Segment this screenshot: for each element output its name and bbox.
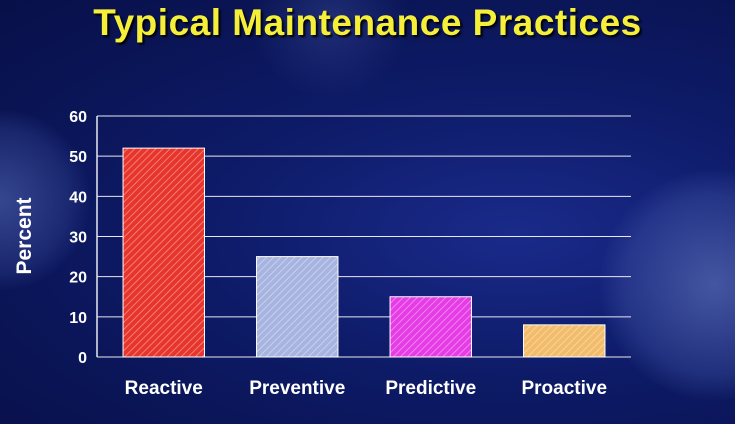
y-tick-label: 50	[69, 149, 87, 166]
bar-hatch	[523, 324, 605, 357]
x-tick-label-preventive: Preventive	[249, 378, 345, 399]
slide-title: Typical Maintenance Practices	[93, 2, 642, 43]
y-tick-label: 10	[69, 310, 87, 327]
y-tick-label: 30	[69, 230, 87, 247]
y-tick-label: 0	[78, 350, 87, 367]
bar-predictive	[389, 296, 472, 358]
y-tick-label: 60	[69, 109, 87, 126]
x-tick-labels: Reactive Preventive Predictive Proactive	[125, 378, 607, 399]
bar-reactive	[122, 147, 205, 358]
y-tick-labels: 0 10 20 30 40 50 60	[69, 109, 87, 367]
x-tick-label-proactive: Proactive	[521, 378, 607, 399]
bar-hatch	[390, 296, 472, 357]
bars	[122, 147, 606, 358]
y-tick-label: 40	[69, 189, 87, 206]
x-tick-label-reactive: Reactive	[125, 378, 203, 399]
bar-hatch	[256, 256, 338, 357]
y-tick-label: 20	[69, 270, 87, 287]
x-tick-label-predictive: Predictive	[385, 378, 476, 399]
bar-hatch	[123, 148, 205, 357]
y-axis-label: Percent	[13, 197, 36, 274]
bar-proactive	[523, 324, 606, 358]
bar-preventive	[256, 256, 339, 358]
